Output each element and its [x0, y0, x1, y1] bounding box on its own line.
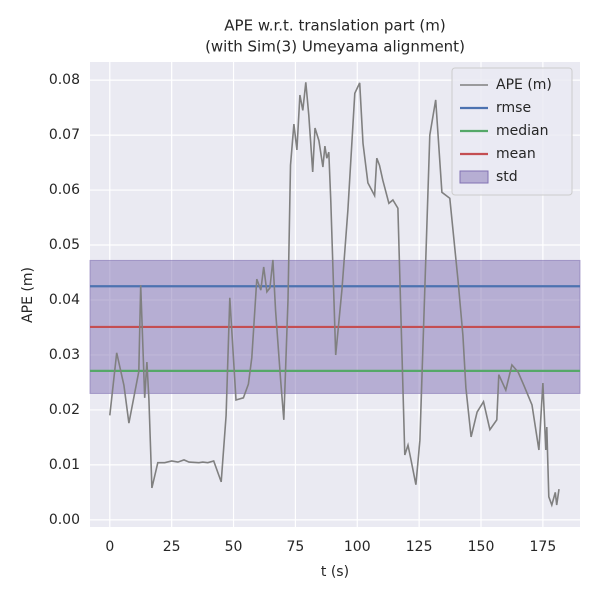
legend: APE (m) rmse median mean std	[451, 67, 573, 196]
y-tick-label: 0.08	[49, 72, 80, 88]
y-tick-label: 0.06	[49, 182, 80, 198]
legend-label: rmse	[496, 100, 531, 116]
x-tick-label: 50	[225, 539, 243, 555]
x-tick-label: 75	[286, 539, 304, 555]
legend-box	[451, 67, 573, 196]
y-tick-label: 0.00	[49, 512, 80, 528]
y-tick-label: 0.07	[49, 127, 80, 143]
legend-label: std	[496, 169, 518, 185]
y-axis-label: APE (m)	[20, 267, 36, 323]
chart-title: APE w.r.t. translation part (m)	[224, 17, 445, 35]
y-tick-label: 0.01	[49, 457, 80, 473]
x-tick-label: 100	[344, 539, 371, 555]
y-tick-label: 0.02	[49, 402, 80, 418]
x-tick-label: 0	[105, 539, 114, 555]
x-axis-label: t (s)	[321, 564, 349, 580]
legend-label: mean	[496, 146, 536, 162]
y-tick-label: 0.05	[49, 237, 80, 253]
chart-subtitle: (with Sim(3) Umeyama alignment)	[205, 38, 465, 56]
legend-swatch	[459, 170, 489, 184]
x-tick-label: 125	[406, 539, 433, 555]
y-tick-label: 0.04	[49, 292, 80, 308]
y-tick-label: 0.03	[49, 347, 80, 363]
legend-label: median	[496, 123, 548, 139]
x-tick-label: 150	[468, 539, 495, 555]
ape-line	[109, 82, 560, 508]
x-tick-label: 25	[163, 539, 181, 555]
x-tick-label: 175	[530, 539, 557, 555]
legend-label: APE (m)	[496, 77, 552, 93]
